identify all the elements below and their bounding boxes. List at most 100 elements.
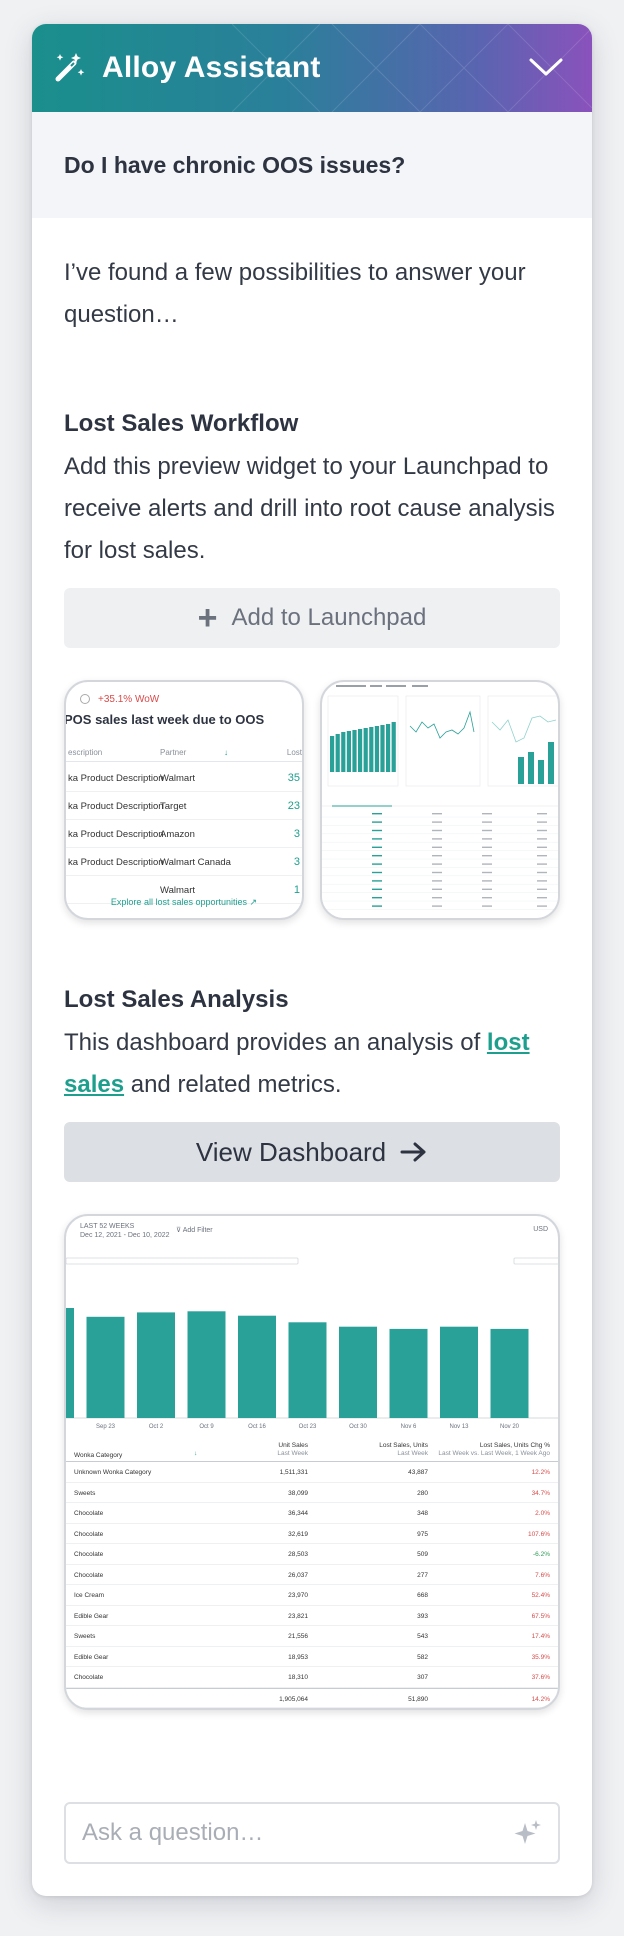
mini-cell xyxy=(537,813,547,815)
preview-row: Walmart 1 xyxy=(66,876,302,904)
view-dashboard-label: View Dashboard xyxy=(195,1136,387,1167)
mini-bar xyxy=(341,732,346,772)
mini-bar xyxy=(358,729,363,772)
chart-bar xyxy=(288,1322,327,1418)
ask-question-box[interactable] xyxy=(64,1802,560,1864)
mini-dashboard-graphic xyxy=(322,685,558,918)
preview-desc: ka Product Description xyxy=(68,857,164,868)
col-description: escription xyxy=(68,748,103,757)
range-label: LAST 52 WEEKS xyxy=(80,1223,135,1230)
row-chg: -6.2% xyxy=(533,1551,550,1558)
x-tick-label: Sep 23 xyxy=(96,1424,116,1430)
row-category: Chocolate xyxy=(74,1571,104,1579)
arrow-right-icon xyxy=(400,1142,426,1162)
assistant-panel: Alloy Assistant Do I have chronic OOS is… xyxy=(32,24,592,1896)
preview-partner: Target xyxy=(160,801,187,812)
filter-label: Add Filter xyxy=(182,1227,213,1234)
preview-title: POS sales last week due to OOS xyxy=(64,712,265,727)
chart-bar xyxy=(137,1312,175,1418)
x-tick-label: Oct 30 xyxy=(349,1424,367,1430)
preview-partner: Walmart Canada xyxy=(160,857,231,868)
mini-cell xyxy=(482,829,492,832)
mini-cell xyxy=(372,888,382,890)
row-unit-sales: 18,953 xyxy=(288,1653,308,1661)
mini-cell xyxy=(537,871,547,874)
mini-cell xyxy=(372,846,382,848)
table-row: Unknown Wonka Category 1,511,331 43,887 12.… xyxy=(66,1462,558,1483)
plus-icon: + xyxy=(197,599,218,637)
mini-bar xyxy=(380,725,385,772)
row-unit-sales: 23,970 xyxy=(288,1592,308,1599)
add-to-launchpad-button[interactable]: + Add to Launchpad xyxy=(64,588,560,648)
preview-value: 1 xyxy=(293,884,300,896)
view-dashboard-button[interactable]: View Dashboard xyxy=(64,1122,560,1182)
lost-sales-bar-chart: Sep 23 Oct 2 Oct 9 Oct 16 Oct 23 Oct 30 Nov 6 N… xyxy=(66,1257,558,1430)
preview-desc: ka Product Description xyxy=(68,829,164,840)
total-lost-units: 51,890 xyxy=(408,1695,428,1703)
preview-row: ka Product Description Walmart Canada 3 xyxy=(66,848,302,876)
preview-row: ka Product Description Target 23 xyxy=(66,792,302,820)
chart-bar xyxy=(238,1315,276,1418)
row-category: Chocolate xyxy=(74,1510,104,1517)
row-chg: 34.7% xyxy=(531,1489,550,1497)
preview-partner: Walmart xyxy=(160,773,196,784)
dashboard-preview[interactable]: LAST 52 WEEKS Dec 12, 2021 - Dec 10, 2022… xyxy=(64,1214,560,1710)
lost-sales-dashboard-preview[interactable] xyxy=(320,680,560,920)
row-unit-sales: 38,099 xyxy=(288,1489,308,1497)
row-lost-units: 348 xyxy=(417,1510,428,1517)
table-row: Chocolate 28,503 509 -6.2% xyxy=(66,1544,558,1565)
mini-cell xyxy=(432,813,442,815)
ask-question-input[interactable] xyxy=(82,1819,512,1847)
row-chg: 2.0% xyxy=(535,1510,550,1517)
mini-cell xyxy=(482,838,492,840)
row-lost-units: 975 xyxy=(417,1530,428,1538)
lost-sales-table-preview[interactable]: +35.1% WoW POS sales last week due to OO… xyxy=(64,680,304,920)
mini-cell xyxy=(482,880,492,882)
mini-cell xyxy=(482,813,492,815)
preview-desc: ka Product Description xyxy=(68,773,164,784)
preview-row: ka Product Description Walmart 35 xyxy=(66,764,302,792)
preview-partner: Walmart xyxy=(160,885,196,896)
row-lost-units: 393 xyxy=(417,1612,428,1620)
row-category: Chocolate xyxy=(74,1530,104,1538)
mini-cell xyxy=(482,855,492,857)
assistant-header: Alloy Assistant xyxy=(32,24,592,112)
x-tick-label: Nov 6 xyxy=(401,1424,417,1430)
header-pattern xyxy=(231,24,592,112)
explore-lost-sales-link[interactable]: Explore all lost sales opportunities ↗ xyxy=(66,897,302,908)
mini-cell xyxy=(537,821,547,823)
row-category: Ice Cream xyxy=(74,1592,104,1599)
row-unit-sales: 1,511,331 xyxy=(279,1469,308,1476)
lost-sales-link[interactable]: lost sales xyxy=(64,1029,530,1098)
question-text: Do I have chronic OOS issues? xyxy=(64,151,406,178)
mini-cell xyxy=(372,880,382,882)
row-unit-sales: 28,503 xyxy=(288,1551,308,1558)
mini-cell xyxy=(372,871,382,874)
mini-cell xyxy=(432,829,442,832)
x-tick-label: Oct 23 xyxy=(299,1424,317,1430)
row-unit-sales: 36,344 xyxy=(288,1510,308,1517)
chart-bar xyxy=(490,1328,529,1418)
chart-bar xyxy=(339,1326,377,1418)
mini-cell xyxy=(482,871,492,874)
x-tick-label: Oct 9 xyxy=(199,1424,214,1430)
row-chg: 12.2% xyxy=(531,1469,550,1476)
mini-cell xyxy=(537,846,547,848)
row-lost-units: 280 xyxy=(417,1489,428,1497)
x-tick-label: Nov 13 xyxy=(449,1424,469,1430)
chevron-down-icon[interactable] xyxy=(528,54,564,80)
table-row: Edible Gear 23,821 393 67.5% xyxy=(66,1606,558,1626)
total-unit-sales: 1,905,064 xyxy=(279,1695,308,1703)
row-lost-units: 277 xyxy=(417,1571,428,1579)
table-row: Sweets 21,556 543 17.4% xyxy=(66,1626,558,1647)
mini-cell xyxy=(482,846,492,848)
mini-cell xyxy=(432,888,442,890)
mini-cell xyxy=(372,813,382,815)
mini-cell xyxy=(372,905,382,907)
row-chg: 35.9% xyxy=(531,1653,550,1661)
chart-select-box xyxy=(513,1257,558,1265)
sparkle-icon[interactable] xyxy=(512,1818,542,1848)
row-category: Chocolate xyxy=(74,1551,104,1558)
col-lost: Lost xyxy=(286,748,302,757)
mini-cell xyxy=(432,880,442,882)
